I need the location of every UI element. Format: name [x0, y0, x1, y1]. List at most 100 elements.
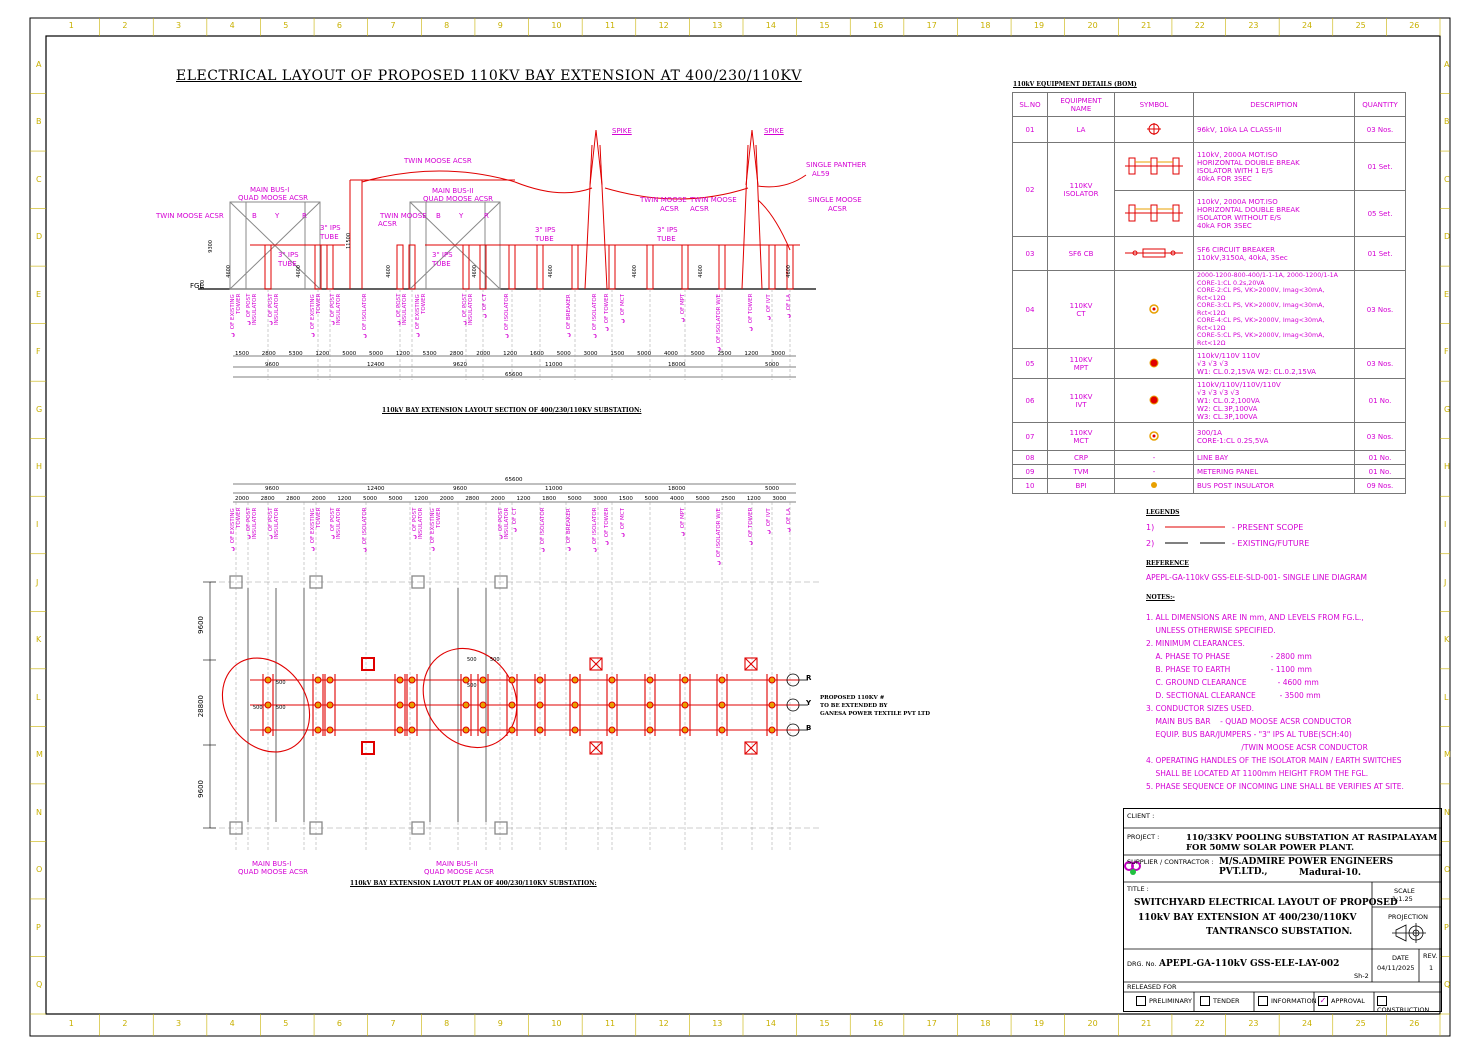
plan-centerline-label: ℄ OF ISOLATOR W/E — [716, 508, 722, 565]
section-elevation — [198, 129, 816, 380]
grid-col-label: 20 — [1087, 21, 1098, 30]
rev-label: REV. — [1423, 952, 1438, 960]
grid-row-label: I — [1444, 520, 1447, 529]
section-dim: 5300 — [422, 351, 437, 357]
project-line-2: FOR 50MW SOLAR POWER PLANT. — [1186, 843, 1355, 853]
equipment-post — [508, 244, 516, 290]
plan-dim: 5000 — [567, 496, 582, 502]
outer-border — [29, 17, 1451, 1037]
released-label: RELEASED FOR — [1127, 983, 1177, 991]
section-height-dim: 4600 — [632, 265, 638, 278]
bom-row: 04 110KV CT 2000-1200-800-400/1-1-1A, 200… — [1012, 270, 1406, 349]
checkbox-construction[interactable] — [1377, 996, 1387, 1006]
grid-col-label: 24 — [1301, 1019, 1313, 1028]
grid-col-label: 7 — [390, 1019, 396, 1028]
grid-col-label: 23 — [1248, 21, 1259, 30]
checkbox-tender[interactable] — [1200, 996, 1210, 1006]
grid-col-label: 1 — [68, 1019, 74, 1028]
grid-col-label: 6 — [336, 21, 342, 30]
section-dim: 5000 — [342, 351, 357, 357]
label-main-bus-1: MAIN BUS-I — [250, 186, 290, 194]
option-approval[interactable]: ✓ APPROVAL — [1318, 996, 1365, 1006]
option-tender[interactable]: TENDER — [1200, 996, 1240, 1006]
equipment-post — [326, 244, 334, 290]
grid-row-label: F — [36, 347, 41, 357]
title-line-2: 110kV BAY EXTENSION AT 400/230/110KV — [1138, 913, 1357, 923]
checkbox-approval[interactable]: ✓ — [1318, 996, 1328, 1006]
plan-bus1-label-a: MAIN BUS-I — [252, 860, 292, 868]
section-dim: 5300 — [288, 351, 303, 357]
plan-dim-group: 18000 — [668, 486, 686, 492]
mpt-symbol-icon — [1149, 358, 1159, 367]
circuit-breaker-icon — [1125, 248, 1183, 257]
grid-row-label: N — [1444, 807, 1450, 817]
section-dim: 1500 — [235, 351, 249, 357]
section-centerline-label: ℄ OF LA — [786, 294, 792, 318]
plan-dim: 4000 — [670, 496, 685, 502]
plan-bus2-label-a: MAIN BUS-II — [436, 860, 478, 868]
plan-centerline-label: ℄ OF POST INSULATOR — [412, 508, 424, 540]
drg-value: APEPL-GA-110kV GSS-ELE-LAY-002 — [1159, 959, 1340, 969]
section-dim: 5000 — [637, 351, 652, 357]
phase-b: B — [252, 212, 257, 220]
rev-value: 1 — [1429, 964, 1434, 972]
plan-centerline-label: ℄ OF EXISTING TOWER — [310, 508, 322, 551]
legend-lines — [1165, 526, 1225, 544]
grid-ticks — [30, 18, 1450, 1036]
section-centerline-label: ℄ OF MPT — [680, 294, 686, 323]
plan-dim: 3000 — [593, 496, 608, 502]
notes-title: NOTES:- — [1146, 594, 1175, 601]
label-twin-moose-mid: TWIN MOOSE — [380, 212, 427, 220]
grid-row-label: C — [1444, 174, 1450, 184]
section-height-dim: 4600 — [386, 265, 392, 278]
checkbox-preliminary[interactable] — [1136, 996, 1146, 1006]
supplier-line-1: M/S.ADMIRE POWER ENGINEERS PVT.LTD., — [1219, 857, 1394, 877]
grid-row-label: Q — [36, 980, 43, 990]
section-height-dim: 4600 — [548, 265, 554, 278]
grid-col-label: 19 — [1033, 1019, 1045, 1028]
phase-b2: B — [436, 212, 441, 220]
checkbox-information[interactable] — [1258, 996, 1268, 1006]
grid-row-label: D — [36, 232, 43, 242]
grid-row-label: E — [36, 289, 42, 299]
bom-header-slno: SL.NO — [1012, 92, 1048, 117]
equipment-post — [396, 244, 404, 290]
bom-row: 05 110KV MPT 110kV/110V 110V √3 √3 √3 W1:… — [1012, 348, 1406, 379]
option-preliminary[interactable]: PRELIMINARY — [1136, 996, 1192, 1006]
option-construction[interactable]: CONSTRUCTION — [1377, 996, 1441, 1014]
grid-col-label: 19 — [1033, 21, 1045, 30]
grid-row-label: H — [1444, 462, 1451, 472]
label-acsr-mid: ACSR — [378, 220, 397, 228]
grid-row-label: L — [36, 692, 41, 702]
plan-caption: 110kV BAY EXTENSION LAYOUT PLAN OF 400/2… — [350, 880, 597, 887]
section-dim: 5000 — [690, 351, 705, 357]
label-ips-4: 3" IPS — [535, 226, 556, 234]
plan-centerline-label: ℄ OF ISOLATOR — [592, 508, 598, 553]
phase-y: Y — [275, 212, 280, 220]
section-height-dim: 4600 — [786, 265, 792, 278]
grid-row-label: K — [36, 635, 42, 645]
bom-table: SL.NO EQUIPMENT NAME SYMBOL DESCRIPTION … — [1012, 92, 1406, 494]
plan-centerline-label: ℄ OF LA — [786, 508, 792, 532]
grid-col-label: 17 — [926, 1019, 937, 1028]
section-centerline-label: ℄ OF TOWER — [604, 294, 610, 332]
grid-col-label: 26 — [1409, 1019, 1420, 1028]
plan-small-dim-6: 500 — [467, 683, 477, 689]
isolator-without-es-icon — [1125, 204, 1183, 221]
grid-row-label: G — [36, 404, 43, 414]
section-dim: 1500 — [610, 351, 625, 357]
grid-col-label: 16 — [873, 1019, 884, 1028]
option-information[interactable]: INFORMATION — [1258, 996, 1317, 1006]
bom-row: 07 110KV MCT 300/1A CORE-1:CL 0.2S,5VA 03 … — [1012, 422, 1406, 451]
section-caption: 110kV BAY EXTENSION LAYOUT SECTION OF 40… — [382, 407, 642, 414]
grid-col-label: 15 — [819, 21, 830, 30]
label-acsr-r1: ACSR — [660, 205, 679, 213]
plan-phase-r: R — [806, 674, 812, 682]
label-al59: AL59 — [812, 170, 830, 178]
legend-1-num: 1) — [1146, 523, 1155, 532]
projection-icon — [1392, 923, 1426, 943]
project-line-1: 110/33KV POOLING SUBSTATION AT RASIPALAY… — [1186, 833, 1438, 843]
section-dim: 1200 — [395, 351, 410, 357]
equipment-post — [536, 244, 544, 290]
